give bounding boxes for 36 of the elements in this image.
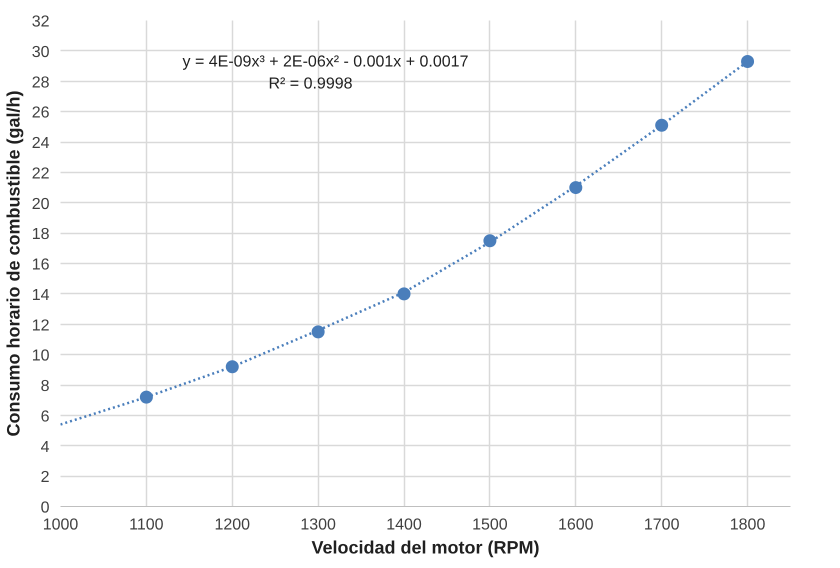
y-tick-label: 2 [40,469,50,486]
y-tick-label: 0 [40,500,50,516]
y-tick-label: 6 [40,408,50,426]
x-tick-label: 1000 [42,516,78,534]
y-tick-label: 4 [40,438,50,456]
y-axis-title: Consumo horario de combustible (gal/h) [4,90,24,437]
y-tick-label: 16 [32,256,50,274]
point [483,234,496,248]
point [312,325,325,338]
annotation: R² = 0.9998 [268,76,353,92]
point [140,390,153,404]
y-tick-label: 14 [32,286,50,304]
x-tick-label: 1400 [386,516,422,534]
y-tick-label: 30 [32,44,50,61]
y-tick-label: 10 [32,348,50,365]
y-tick-label: 32 [32,14,50,30]
x-tick-label: 1100 [129,516,164,534]
y-tick-label: 12 [32,317,50,334]
x-tick-label: 1700 [644,516,680,534]
y-tick-label: 18 [32,226,50,244]
y-tick-label: 8 [40,378,50,395]
y-tick-label: 20 [32,196,50,213]
annotation: y = 4E-09x³ + 2E-06x² - 0.001x + 0.0017 [182,54,469,70]
x-tick-label: 1200 [214,516,250,534]
x-tick-label: 1800 [730,516,766,534]
x-axis-title: Velocidad del motor (RPM) [311,538,540,558]
y-tick-label: 22 [32,165,50,182]
x-tick-label: 1600 [558,516,594,534]
y-tick-label: 28 [32,74,50,92]
x-tick-label: 1500 [472,516,508,534]
point [569,181,582,194]
point [741,55,754,68]
y-tick-label: 24 [32,135,50,152]
point [398,287,411,300]
y-tick-label: 26 [32,104,50,122]
x-tick-label: 1300 [300,516,336,534]
